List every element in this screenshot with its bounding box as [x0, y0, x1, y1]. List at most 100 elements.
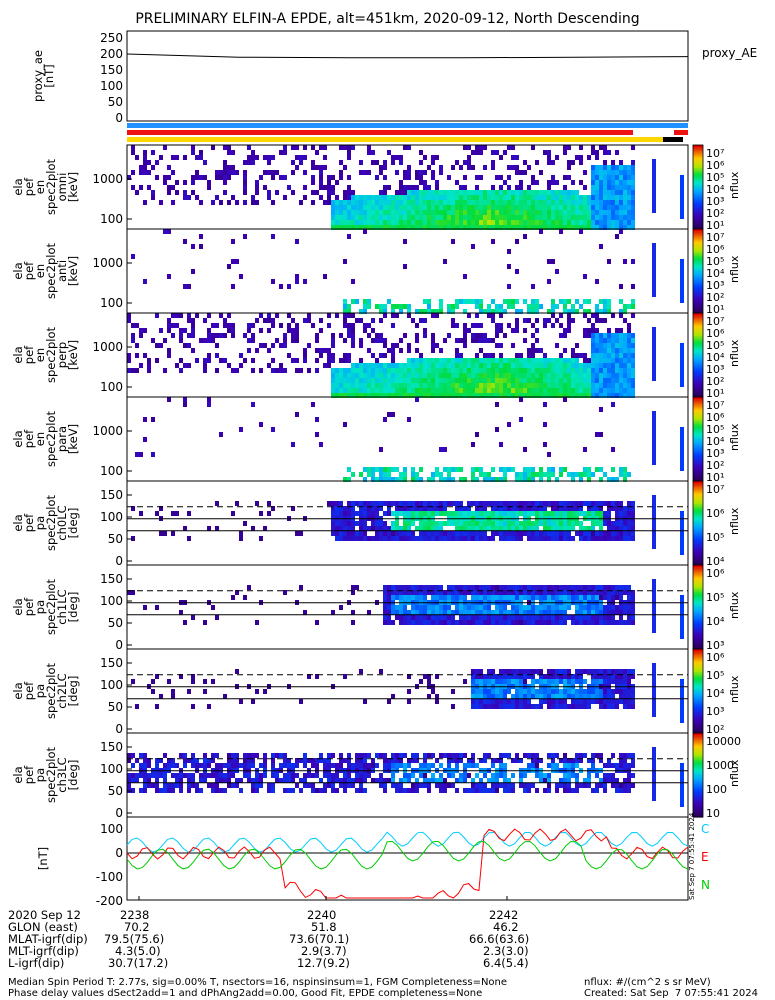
colorbar-label: nflux [728, 675, 741, 703]
colorbar-swatch [693, 556, 703, 560]
spectrogram-cell [539, 511, 543, 516]
spectrogram-cell [363, 200, 367, 205]
spectrogram-cell [595, 338, 599, 343]
spectrogram-cell [471, 383, 475, 388]
spectrogram-cell [471, 694, 475, 699]
spectrogram-cell [619, 526, 623, 531]
colorbar-swatch [693, 220, 703, 224]
spectrogram-cell [563, 393, 567, 398]
spectrogram-cell [431, 205, 435, 210]
spectrogram-cell [435, 590, 439, 595]
spectrogram-cell [287, 313, 291, 318]
colorbar-tick-label: 10³ [706, 363, 724, 376]
spectrogram-cell [339, 200, 343, 205]
spectrogram-cell [623, 467, 627, 472]
spectrogram-cell [547, 521, 551, 526]
spectrogram-cell [303, 763, 307, 768]
spectrogram-cell [259, 511, 263, 516]
spectrogram-cell [583, 536, 587, 541]
spectrogram-cell [239, 531, 243, 536]
spectrogram-cell [631, 215, 635, 220]
panel-6-ylabel: ch1LC [55, 589, 69, 624]
spectrogram-cell [555, 669, 559, 674]
spectrogram-cell [615, 674, 619, 679]
colorbar-swatch [693, 315, 703, 318]
spectrogram-cell [391, 160, 395, 165]
spectrogram-cell [491, 383, 495, 388]
spectrogram-cell [395, 225, 399, 230]
spectrogram-cell [595, 363, 599, 368]
spectrogram-cell [431, 215, 435, 220]
colorbar-tick-label: 10² [706, 723, 724, 736]
spectrogram-cell [291, 318, 295, 323]
colorbar-tick-label: 10⁷ [706, 483, 724, 496]
spectrogram-cell [359, 773, 363, 778]
spectrogram-cell [451, 165, 455, 170]
spectrogram-cell [411, 477, 415, 482]
spectrogram-cell [503, 610, 507, 615]
spectrogram-cell [383, 536, 387, 541]
spectrogram-cell [259, 778, 263, 783]
spectrogram-cell [483, 477, 487, 482]
spectrogram-cell [527, 200, 531, 205]
spectrogram-cell [427, 225, 431, 230]
spectrogram-cell [619, 595, 623, 600]
spectrogram-cell [415, 338, 419, 343]
spectrogram-cell [331, 531, 335, 536]
spectrogram-cell [499, 200, 503, 205]
spectrogram-cell [611, 215, 615, 220]
spectrogram-cell [579, 674, 583, 679]
spectrogram-cell [595, 531, 599, 536]
spectrogram-cell [227, 363, 231, 368]
spectrogram-cell [543, 674, 547, 679]
colorbar-swatch [693, 558, 703, 562]
spectrogram-cell [363, 536, 367, 541]
colorbar-swatch [693, 569, 703, 572]
spectrogram-cell [295, 763, 299, 768]
spectrogram-cell [615, 610, 619, 615]
spectrogram-cell [347, 477, 351, 482]
spectrogram-cell [491, 160, 495, 165]
spectrogram-cell [455, 595, 459, 600]
spectrogram-cell [563, 368, 567, 373]
spectrogram-cell [455, 383, 459, 388]
spectrogram-cell [487, 472, 491, 477]
spectrogram-cell [595, 210, 599, 215]
spectrogram-cell [499, 467, 503, 472]
spectrogram-cell [523, 477, 527, 482]
spectrogram-cell [559, 229, 563, 234]
spectrogram-cell [435, 195, 439, 200]
spectrogram-cell [483, 610, 487, 615]
spectrogram-cell [591, 585, 595, 590]
spectrogram-cell [507, 205, 511, 210]
spectrogram-cell [423, 531, 427, 536]
spectrogram-cell [511, 788, 515, 793]
spectrogram-cell [543, 388, 547, 393]
spectrogram-cell [335, 378, 339, 383]
spectrogram-cell [171, 783, 175, 788]
spectrogram-cell [175, 773, 179, 778]
spectrogram-cell [479, 309, 483, 314]
spectrogram-cell [379, 210, 383, 215]
spectrogram-cell [267, 155, 271, 160]
colorbar-swatch [693, 210, 703, 213]
spectrogram-cell [455, 511, 459, 516]
spectrogram-cell [383, 590, 387, 595]
spectrogram-cell [599, 753, 603, 758]
spectrogram-cell [199, 200, 203, 205]
spectrogram-cell [631, 190, 635, 195]
colorbar-swatch [693, 508, 703, 511]
spectrogram-cell [427, 506, 431, 511]
spectrogram-cell [215, 170, 219, 175]
spectrogram-cell [527, 477, 531, 482]
spectrogram-cell [431, 200, 435, 205]
spectrogram-cell [615, 225, 619, 230]
spectrogram-cell [471, 669, 475, 674]
spectrogram-cell [403, 511, 407, 516]
colorbar-swatch [693, 455, 703, 459]
colorbar-swatch [693, 422, 703, 425]
spectrogram-cell [375, 378, 379, 383]
spectrogram-cell [443, 447, 447, 452]
spectrogram-cell [603, 368, 607, 373]
spectrogram-cell [619, 333, 623, 338]
